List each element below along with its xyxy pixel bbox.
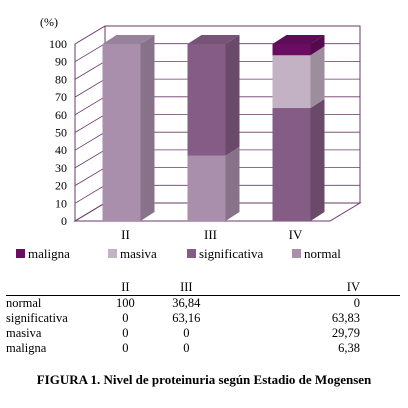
y-tick-label: 80 bbox=[55, 72, 67, 86]
table-cell: 0 bbox=[183, 341, 190, 355]
legend-label: masiva bbox=[120, 246, 157, 261]
table-header-cell: II bbox=[101, 280, 150, 296]
table-cell: 0 bbox=[122, 341, 129, 355]
table-cell: 0 bbox=[122, 326, 129, 340]
table-cell: 0 bbox=[122, 311, 129, 325]
y-tick-label: 20 bbox=[55, 179, 67, 193]
legend-swatch bbox=[16, 249, 25, 258]
table-row-label: masiva bbox=[6, 326, 42, 340]
table-cell: 0 bbox=[183, 326, 190, 340]
table-cell: 100 bbox=[116, 296, 135, 310]
table-header-cell: IV bbox=[222, 280, 400, 296]
legend-label: significativa bbox=[199, 246, 263, 261]
x-tick-label: II bbox=[121, 227, 130, 242]
y-tick-label: 50 bbox=[55, 126, 67, 140]
y-tick-label: 40 bbox=[55, 143, 67, 157]
table-row: maligna 0 0 6,38 bbox=[6, 341, 400, 356]
y-tick-label: 0 bbox=[61, 214, 67, 228]
legend-item-maligna: maligna bbox=[16, 246, 70, 261]
y-axis-label: (%) bbox=[40, 15, 58, 29]
table-row-label: maligna bbox=[6, 341, 47, 355]
table-cell: 36,84 bbox=[172, 296, 201, 310]
legend-label: normal bbox=[304, 246, 341, 261]
legend-label: maligna bbox=[28, 246, 70, 261]
legend-swatch bbox=[108, 249, 117, 258]
table-header-cell bbox=[6, 280, 101, 296]
x-tick-label: IV bbox=[289, 227, 303, 242]
bar-IV-maligna bbox=[272, 35, 325, 56]
bar-IV-significativa bbox=[272, 99, 325, 221]
legend-item-normal: normal bbox=[292, 246, 341, 261]
y-tick-label: 70 bbox=[55, 90, 67, 104]
bar-IV-masiva bbox=[272, 46, 325, 109]
table-cell: 63,83 bbox=[331, 311, 360, 325]
legend-item-masiva: masiva bbox=[108, 246, 157, 261]
bar-III-normal bbox=[187, 146, 240, 221]
table-header-cell: III bbox=[149, 280, 223, 296]
y-tick-label: 30 bbox=[55, 161, 67, 175]
table-row-label: significativa bbox=[6, 311, 68, 325]
bar-III-significativa bbox=[187, 35, 240, 156]
x-tick-label: III bbox=[204, 227, 217, 242]
table-row: normal 100 36,84 0 bbox=[6, 296, 400, 312]
table-row: significativa 0 63,16 63,83 bbox=[6, 311, 400, 326]
table-header-row: II III IV bbox=[6, 280, 400, 296]
table-cell: 29,79 bbox=[331, 326, 360, 340]
y-tick-label: 90 bbox=[55, 55, 67, 69]
table-cell: 0 bbox=[353, 296, 360, 310]
figure-caption: FIGURA 1. Nivel de proteinuria según Est… bbox=[36, 372, 372, 387]
y-tick-label: 10 bbox=[55, 196, 67, 210]
legend-swatch bbox=[187, 249, 196, 258]
table-row-label: normal bbox=[6, 296, 42, 310]
table-cell: 6,38 bbox=[338, 341, 360, 355]
table-row: masiva 0 0 29,79 bbox=[6, 326, 400, 341]
y-tick-label: 60 bbox=[55, 108, 67, 122]
data-table: II III IV normal 100 36,84 0 significativa 0 63,… bbox=[6, 280, 400, 356]
floor bbox=[73, 202, 362, 222]
legend-item-significativa: significativa bbox=[187, 246, 263, 261]
y-tick-label: 100 bbox=[49, 37, 67, 51]
bar-II-normal bbox=[102, 35, 155, 221]
table-cell: 63,16 bbox=[172, 311, 201, 325]
legend-swatch bbox=[292, 249, 301, 258]
